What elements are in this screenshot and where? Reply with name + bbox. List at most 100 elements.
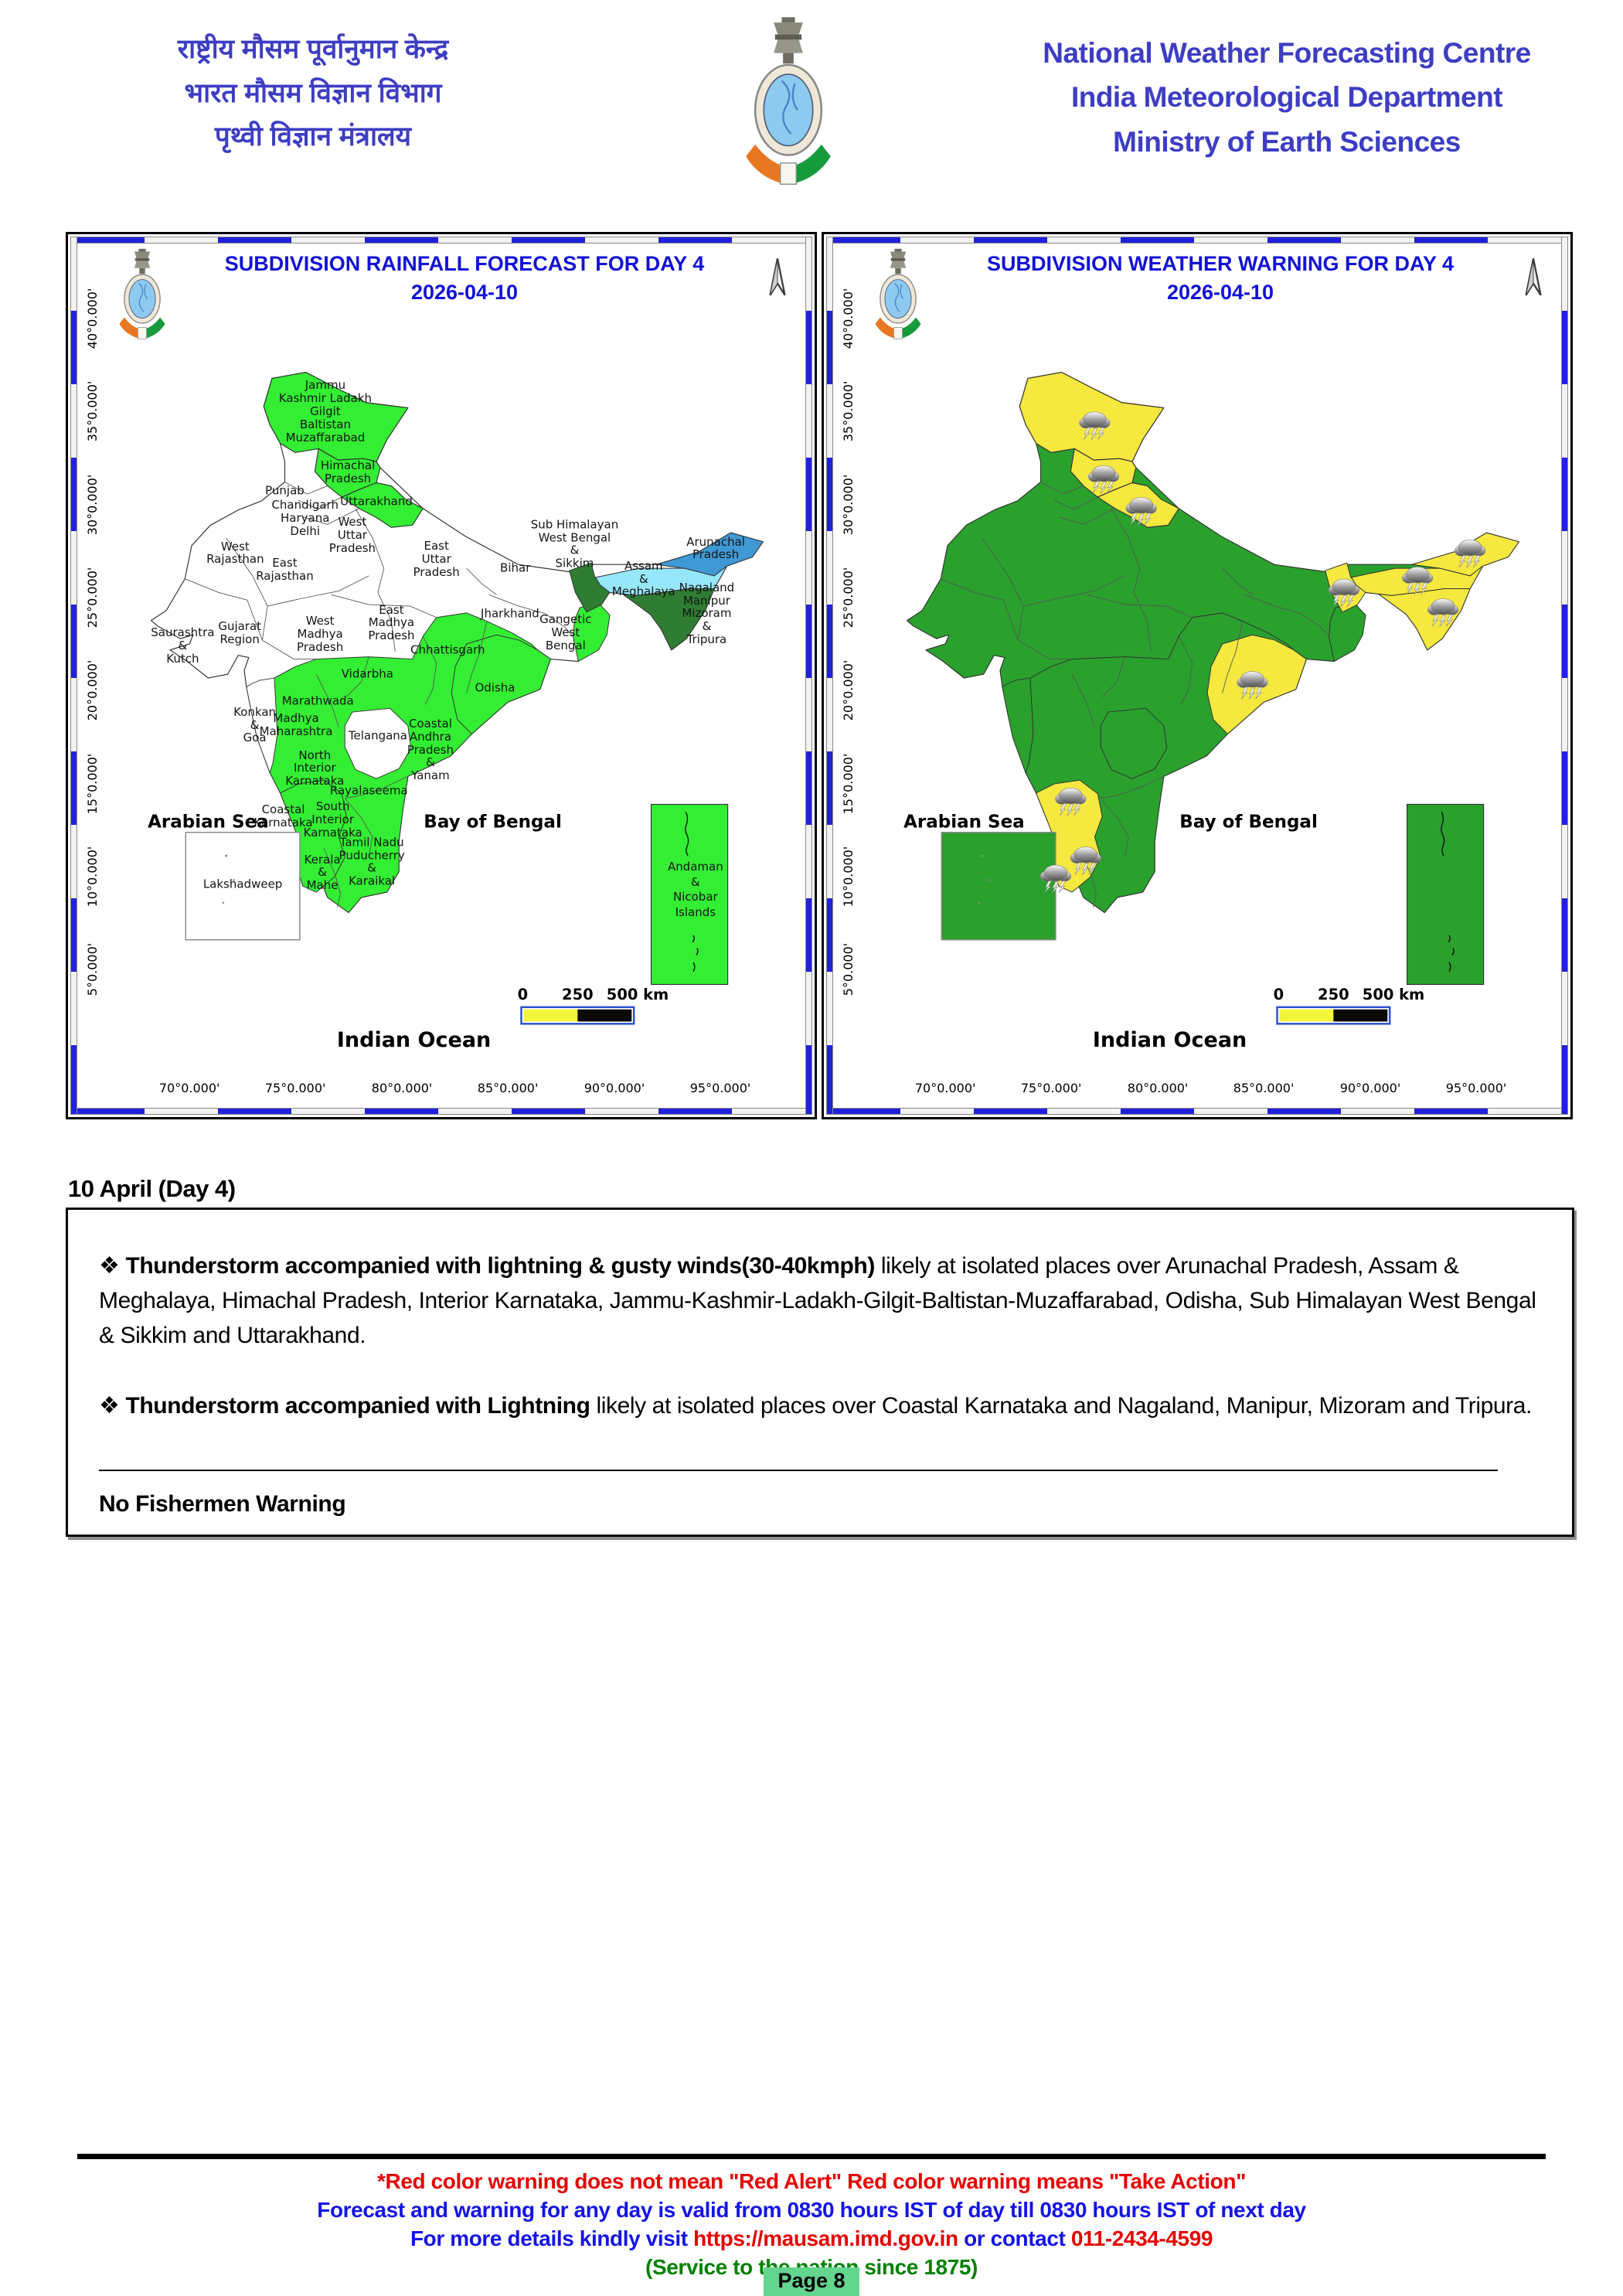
lakshadweep-islands-dots: [222, 854, 235, 904]
map-frame-border: [70, 237, 812, 244]
bullet-diamond-icon: ❖: [99, 1253, 120, 1279]
internal-borders: [941, 482, 1329, 908]
footer-red-note: *Red color warning does not mean "Red Al…: [377, 2169, 1246, 2193]
map-frame-border: [826, 237, 833, 1115]
lon-tick-label: 80°0.000': [1127, 1081, 1189, 1095]
weather-warning-map-panel: 0 250 500 km Arabian Sea Bay of Bengal Ind…: [822, 232, 1573, 1119]
warning-bullet-2: ❖ Thunderstorm accompanied with Lightnin…: [99, 1388, 1541, 1423]
map-frame-border: [70, 237, 77, 1115]
map-frame-border: [826, 1108, 1568, 1115]
warning-2-bold: Thunderstorm accompanied with Lightning: [125, 1393, 590, 1419]
warning-bullet-1: ❖ Thunderstorm accompanied with lightnin…: [99, 1248, 1541, 1353]
india-subdivision-map: 0 250 500 km: [150, 371, 764, 1025]
lat-tick-label: 25°0.000': [841, 567, 856, 629]
region-nagaland-manipur-mizoram-tripura: [622, 588, 715, 651]
island-boxes: [185, 803, 729, 986]
lat-tick-label: 20°0.000': [85, 659, 100, 721]
lon-tick-label: 90°0.000': [584, 1081, 645, 1095]
map-frame-border: [805, 237, 812, 1115]
lat-tick-label: 25°0.000': [85, 567, 100, 629]
map-title-date: 2026-04-10: [1166, 281, 1274, 304]
map-title: SUBDIVISION WEATHER WARNING FOR DAY 4 20…: [927, 252, 1514, 305]
longitude-axis: 70°0.000' 75°0.000' 80°0.000' 85°0.000' 90°0…: [114, 1073, 797, 1105]
region-uttarakhand: [341, 482, 424, 528]
org-hindi-line1: राष्ट्रीय मौसम पूर्वानुमान केन्द्र: [177, 34, 449, 64]
lon-tick-label: 75°0.000': [1020, 1081, 1082, 1095]
island-boxes: [941, 803, 1485, 986]
north-arrow-icon: [1519, 254, 1548, 301]
page-number-badge: Page 8: [764, 2267, 859, 2296]
map-title-line1: SUBDIVISION RAINFALL FORECAST FOR DAY 4: [224, 252, 705, 275]
map-frame-border: [70, 1108, 812, 1115]
lat-tick-label: 5°0.000': [85, 943, 100, 996]
forecast-warning-box: ❖ Thunderstorm accompanied with lightnin…: [66, 1208, 1574, 1537]
warning-1-detail: likely at isolated places over Arunachal…: [99, 1253, 1536, 1348]
andaman-islands-outline: [1441, 811, 1455, 973]
region-telangana: [344, 707, 412, 779]
lon-tick-label: 95°0.000': [689, 1081, 751, 1095]
lon-tick-label: 90°0.000': [1339, 1081, 1401, 1095]
lat-tick-label: 5°0.000': [841, 943, 856, 996]
lakshadweep-box: [185, 831, 301, 941]
region-konkan-goa: [1002, 677, 1034, 773]
page-number-row: Page 8: [0, 2267, 1623, 2296]
region-konkan-goa: [246, 677, 278, 773]
internal-borders: [185, 482, 573, 908]
warning-1-bold: Thunderstorm accompanied with lightning …: [125, 1253, 875, 1279]
lon-tick-label: 95°0.000': [1445, 1081, 1507, 1095]
footer-contact-line: For more details kindly visit https://ma…: [0, 2226, 1623, 2251]
north-arrow-icon: [763, 254, 792, 301]
lat-tick-label: 10°0.000': [841, 847, 856, 908]
org-line2: India Meteorological Department: [1070, 81, 1503, 114]
imd-emblem-logo: [742, 11, 835, 193]
contact-phone: 011-2434-4599: [1070, 2226, 1213, 2250]
bullet-diamond-icon: ❖: [99, 1393, 120, 1419]
lat-tick-label: 15°0.000': [85, 754, 100, 815]
map-title-date: 2026-04-10: [410, 281, 519, 304]
lon-tick-label: 85°0.000': [477, 1081, 539, 1095]
separator-line: [99, 1470, 1499, 1471]
lon-tick-label: 70°0.000': [158, 1081, 220, 1095]
imd-emblem-icon: [871, 247, 925, 342]
svg-text:500 km: 500 km: [607, 986, 669, 1003]
region-gangetic-west-bengal: [1329, 602, 1366, 662]
org-name-english: National Weather Forecasting Centre Indi…: [1016, 11, 1557, 164]
svg-text:500 km: 500 km: [1363, 986, 1424, 1003]
maps-row: 0 250 500 km Jammu Kashmir Ladakh Gilgit…: [66, 232, 1573, 1119]
scale-bar: 0 250 500 km: [1274, 986, 1424, 1025]
andaman-nicobar-box: [650, 803, 729, 986]
fishermen-warning: No Fishermen Warning: [99, 1491, 346, 1517]
latitude-axis: 40°0.000' 35°0.000' 30°0.000' 25°0.000' 20°0…: [78, 250, 114, 1071]
org-hindi-line2: भारत मौसम विज्ञान विभाग: [184, 77, 442, 108]
region-subhimalayan-wb-sikkim: [569, 562, 611, 613]
scale-bar: 0 250 500 km: [518, 986, 669, 1025]
svg-text:0: 0: [518, 986, 529, 1003]
lon-tick-label: 75°0.000': [264, 1081, 326, 1095]
footer-divider: [77, 2154, 1546, 2159]
india-subdivision-map: 0 250 500 km: [906, 371, 1519, 1025]
mausam-website-link[interactable]: https://mausam.imd.gov.in: [693, 2226, 958, 2250]
map-frame-border: [826, 237, 1568, 244]
longitude-axis: 70°0.000' 75°0.000' 80°0.000' 85°0.000' 90°0…: [869, 1073, 1553, 1105]
warning-2-detail: likely at isolated places over Coastal K…: [590, 1393, 1532, 1419]
map-title: SUBDIVISION RAINFALL FORECAST FOR DAY 4 …: [171, 252, 758, 305]
lat-tick-label: 10°0.000': [85, 847, 100, 908]
org-line1: National Weather Forecasting Centre: [1043, 37, 1531, 69]
lat-tick-label: 30°0.000': [85, 474, 100, 536]
india-map-canvas: 0 250 500 km: [114, 250, 797, 1071]
latitude-axis: 40°0.000' 35°0.000' 30°0.000' 25°0.000' 20°0…: [834, 250, 869, 1071]
region-odisha: [451, 634, 551, 734]
lakshadweep-islands-dots: [978, 854, 991, 904]
lat-tick-label: 15°0.000': [841, 754, 856, 815]
lat-tick-label: 30°0.000': [841, 474, 856, 536]
lat-tick-label: 40°0.000': [85, 288, 100, 349]
lon-tick-label: 80°0.000': [371, 1081, 433, 1095]
andaman-nicobar-box: [1406, 803, 1485, 986]
rainfall-forecast-map-panel: 0 250 500 km Jammu Kashmir Ladakh Gilgit…: [66, 232, 817, 1119]
region-arunachal-pradesh: [655, 532, 764, 577]
lon-tick-label: 85°0.000': [1233, 1081, 1295, 1095]
map-frame-border: [1561, 237, 1568, 1115]
lon-tick-label: 70°0.000': [914, 1081, 976, 1095]
andaman-islands-outline: [685, 811, 699, 973]
lakshadweep-box: [941, 831, 1056, 941]
